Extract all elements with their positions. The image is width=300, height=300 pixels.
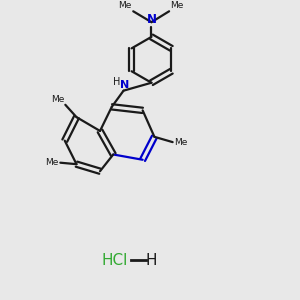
Text: Me: Me xyxy=(118,1,132,10)
Text: Me: Me xyxy=(51,94,64,103)
Text: HCl: HCl xyxy=(101,253,128,268)
Text: H: H xyxy=(113,77,121,87)
Text: N: N xyxy=(146,13,157,26)
Text: Me: Me xyxy=(46,158,59,167)
Text: H: H xyxy=(146,253,157,268)
Text: Me: Me xyxy=(171,1,184,10)
Text: N: N xyxy=(119,80,129,90)
Text: Me: Me xyxy=(174,138,188,147)
